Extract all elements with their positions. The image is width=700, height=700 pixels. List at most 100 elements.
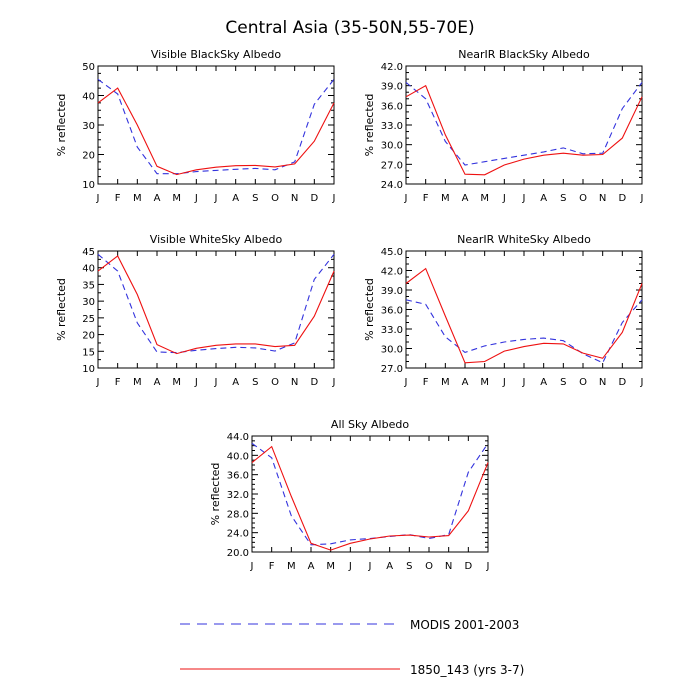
x-tick-label: M <box>287 561 296 572</box>
x-tick-label: O <box>425 561 433 572</box>
chart-title: NearIR BlackSky Albedo <box>458 48 590 61</box>
y-tick-label: 30 <box>82 121 95 132</box>
x-tick-label: J <box>214 193 218 204</box>
x-tick-label: N <box>599 377 606 388</box>
x-tick-label: N <box>445 561 452 572</box>
x-tick-label: J <box>332 377 336 388</box>
x-tick-label: N <box>291 193 298 204</box>
y-tick-label: 27.0 <box>381 364 403 375</box>
plot-frame <box>405 250 643 369</box>
x-tick-label: J <box>348 561 352 572</box>
x-tick-label: N <box>291 377 298 388</box>
x-tick-label: M <box>172 377 181 388</box>
series-line-modis <box>405 299 643 364</box>
chart-title: NearIR WhiteSky Albedo <box>457 233 591 246</box>
x-tick-label: A <box>462 377 469 388</box>
y-tick-label: 20 <box>82 151 95 162</box>
legend-label-model: 1850_143 (yrs 3-7) <box>410 663 524 677</box>
x-tick-label: M <box>480 377 489 388</box>
x-tick-label: O <box>579 193 587 204</box>
plot-frame <box>97 65 335 185</box>
x-tick-label: S <box>560 377 566 388</box>
x-tick-label: D <box>618 377 626 388</box>
series-line-model <box>405 84 643 176</box>
x-tick-label: A <box>462 193 469 204</box>
x-tick-label: J <box>214 377 218 388</box>
y-tick-label: 25 <box>82 314 95 325</box>
y-tick-label: 10 <box>82 180 95 191</box>
x-tick-label: M <box>480 193 489 204</box>
x-tick-label: F <box>115 193 121 204</box>
x-tick-label: A <box>232 193 239 204</box>
y-tick-label: 30 <box>82 297 95 308</box>
y-tick-label: 36.0 <box>381 101 403 112</box>
plot-frame <box>251 435 489 553</box>
x-tick-label: J <box>640 377 644 388</box>
y-tick-label: 44.0 <box>227 432 249 443</box>
x-tick-label: A <box>308 561 315 572</box>
y-tick-label: 40.0 <box>227 451 249 462</box>
x-tick-label: M <box>133 193 142 204</box>
y-axis-label: % reflected <box>55 94 68 157</box>
y-tick-label: 40 <box>82 264 95 275</box>
x-tick-label: J <box>96 377 100 388</box>
series-line-model <box>97 255 335 355</box>
x-tick-label: A <box>154 377 161 388</box>
y-tick-label: 36.0 <box>227 471 249 482</box>
x-tick-label: S <box>560 193 566 204</box>
x-tick-label: J <box>332 193 336 204</box>
x-tick-label: S <box>252 193 258 204</box>
x-tick-label: D <box>310 377 318 388</box>
y-tick-label: 24.0 <box>381 180 403 191</box>
y-tick-label: 42.0 <box>381 62 403 73</box>
x-tick-label: S <box>406 561 412 572</box>
x-tick-label: F <box>115 377 121 388</box>
x-tick-label: J <box>96 193 100 204</box>
x-tick-label: J <box>522 193 526 204</box>
legend: MODIS 2001-2003 1850_143 (yrs 3-7) <box>180 618 524 677</box>
x-tick-label: M <box>326 561 335 572</box>
chart-title: All Sky Albedo <box>331 418 409 431</box>
series-line-model <box>405 267 643 364</box>
x-tick-label: J <box>502 377 506 388</box>
x-tick-label: D <box>464 561 472 572</box>
x-tick-label: J <box>522 377 526 388</box>
series-line-model <box>97 87 335 176</box>
y-axis-label: % reflected <box>363 94 376 157</box>
y-tick-label: 30.0 <box>381 141 403 152</box>
series-line-modis <box>97 78 335 175</box>
y-axis-label: % reflected <box>55 278 68 341</box>
y-tick-label: 33.0 <box>381 121 403 132</box>
x-tick-label: A <box>154 193 161 204</box>
chart-title: Visible BlackSky Albedo <box>151 48 281 61</box>
x-tick-label: A <box>540 193 547 204</box>
x-tick-label: J <box>486 561 490 572</box>
y-tick-label: 20 <box>82 331 95 342</box>
y-tick-label: 40 <box>82 92 95 103</box>
y-tick-label: 30.0 <box>381 345 403 356</box>
x-tick-label: A <box>386 561 393 572</box>
y-tick-label: 39.0 <box>381 82 403 93</box>
x-tick-label: F <box>423 193 429 204</box>
chart-title: Visible WhiteSky Albedo <box>150 233 283 246</box>
y-tick-label: 20.0 <box>227 548 249 559</box>
x-tick-label: J <box>404 193 408 204</box>
x-tick-label: M <box>441 377 450 388</box>
x-tick-label: O <box>579 377 587 388</box>
plot-frame <box>97 250 335 369</box>
x-tick-label: J <box>194 377 198 388</box>
x-tick-label: M <box>172 193 181 204</box>
y-tick-label: 33.0 <box>381 325 403 336</box>
x-tick-label: O <box>271 377 279 388</box>
y-tick-label: 32.0 <box>227 490 249 501</box>
y-tick-label: 42.0 <box>381 267 403 278</box>
x-tick-label: S <box>252 377 258 388</box>
x-tick-label: J <box>368 561 372 572</box>
y-tick-label: 35 <box>82 280 95 291</box>
x-tick-label: J <box>250 561 254 572</box>
